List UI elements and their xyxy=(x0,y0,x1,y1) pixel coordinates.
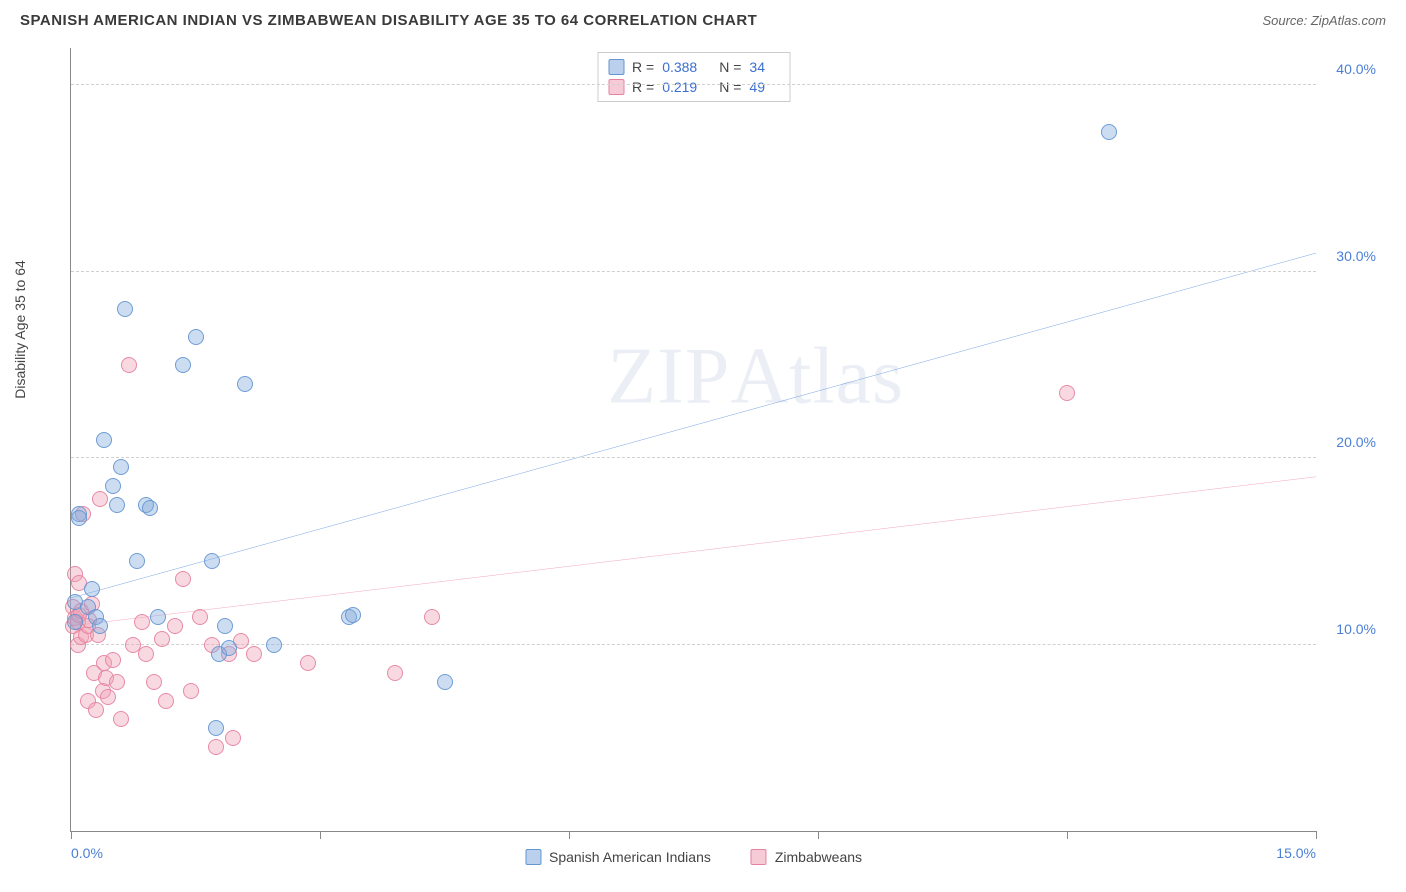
scatter-point-blue xyxy=(237,376,253,392)
scatter-point-blue xyxy=(105,478,121,494)
gridline xyxy=(71,271,1316,272)
gridline xyxy=(71,644,1316,645)
swatch-blue-icon xyxy=(525,849,541,865)
x-tick xyxy=(1067,831,1068,839)
series-legend: Spanish American Indians Zimbabweans xyxy=(525,849,862,865)
scatter-point-blue xyxy=(175,357,191,373)
trend-line-blue xyxy=(71,253,1316,598)
y-tick-label: 20.0% xyxy=(1336,434,1376,450)
scatter-point-pink xyxy=(387,665,403,681)
scatter-point-blue xyxy=(92,618,108,634)
r-value-pink: 0.219 xyxy=(662,79,697,95)
scatter-point-pink xyxy=(138,646,154,662)
scatter-point-pink xyxy=(105,652,121,668)
scatter-point-blue xyxy=(71,510,87,526)
scatter-point-pink xyxy=(100,689,116,705)
r-label: R = xyxy=(632,59,654,75)
stats-row-blue: R = 0.388 N = 34 xyxy=(608,57,779,77)
x-tick-label: 15.0% xyxy=(1276,845,1316,861)
trend-line-pink xyxy=(71,477,1316,626)
x-tick-label: 0.0% xyxy=(71,845,103,861)
scatter-point-pink xyxy=(1059,385,1075,401)
scatter-point-blue xyxy=(266,637,282,653)
scatter-point-pink xyxy=(225,730,241,746)
scatter-point-pink xyxy=(300,655,316,671)
gridline xyxy=(71,457,1316,458)
x-tick xyxy=(818,831,819,839)
scatter-point-blue xyxy=(204,553,220,569)
scatter-point-blue xyxy=(67,614,83,630)
swatch-pink-icon xyxy=(751,849,767,865)
y-tick-label: 40.0% xyxy=(1336,61,1376,77)
stats-legend: R = 0.388 N = 34 R = 0.219 N = 49 xyxy=(597,52,790,102)
r-label: R = xyxy=(632,79,654,95)
scatter-point-blue xyxy=(129,553,145,569)
scatter-point-pink xyxy=(109,674,125,690)
scatter-point-pink xyxy=(183,683,199,699)
scatter-point-blue xyxy=(84,581,100,597)
x-tick xyxy=(569,831,570,839)
scatter-point-blue xyxy=(345,607,361,623)
y-tick-label: 10.0% xyxy=(1336,621,1376,637)
r-value-blue: 0.388 xyxy=(662,59,697,75)
n-label: N = xyxy=(719,59,741,75)
scatter-point-blue xyxy=(150,609,166,625)
scatter-point-blue xyxy=(109,497,125,513)
x-tick xyxy=(1316,831,1317,839)
scatter-point-blue xyxy=(117,301,133,317)
scatter-point-pink xyxy=(208,739,224,755)
scatter-point-blue xyxy=(217,618,233,634)
scatter-point-blue xyxy=(113,459,129,475)
legend-item-pink: Zimbabweans xyxy=(751,849,862,865)
scatter-point-pink xyxy=(158,693,174,709)
scatter-point-pink xyxy=(192,609,208,625)
legend-label-pink: Zimbabweans xyxy=(775,849,862,865)
stats-row-pink: R = 0.219 N = 49 xyxy=(608,77,779,97)
scatter-point-pink xyxy=(175,571,191,587)
y-tick-label: 30.0% xyxy=(1336,248,1376,264)
scatter-point-pink xyxy=(92,491,108,507)
x-tick xyxy=(320,831,321,839)
scatter-point-pink xyxy=(167,618,183,634)
swatch-pink-icon xyxy=(608,79,624,95)
plot-area: ZIPAtlas R = 0.388 N = 34 R = 0.219 N = … xyxy=(70,48,1316,832)
scatter-point-blue xyxy=(142,500,158,516)
scatter-point-blue xyxy=(221,640,237,656)
n-value-blue: 34 xyxy=(749,59,765,75)
legend-item-blue: Spanish American Indians xyxy=(525,849,711,865)
legend-label-blue: Spanish American Indians xyxy=(549,849,711,865)
scatter-point-pink xyxy=(424,609,440,625)
scatter-point-pink xyxy=(88,702,104,718)
x-tick xyxy=(71,831,72,839)
scatter-point-pink xyxy=(113,711,129,727)
watermark: ZIPAtlas xyxy=(607,331,904,422)
scatter-point-pink xyxy=(134,614,150,630)
n-label: N = xyxy=(719,79,741,95)
scatter-point-blue xyxy=(1101,124,1117,140)
scatter-point-pink xyxy=(146,674,162,690)
swatch-blue-icon xyxy=(608,59,624,75)
source-attribution: Source: ZipAtlas.com xyxy=(1262,13,1386,28)
scatter-point-pink xyxy=(121,357,137,373)
scatter-point-blue xyxy=(208,720,224,736)
y-axis-label: Disability Age 35 to 64 xyxy=(12,260,28,399)
chart-title: SPANISH AMERICAN INDIAN VS ZIMBABWEAN DI… xyxy=(20,12,757,29)
scatter-point-blue xyxy=(437,674,453,690)
n-value-pink: 49 xyxy=(749,79,765,95)
gridline xyxy=(71,84,1316,85)
scatter-point-blue xyxy=(96,432,112,448)
trend-lines xyxy=(71,48,1316,831)
chart-container: Disability Age 35 to 64 ZIPAtlas R = 0.3… xyxy=(50,48,1386,872)
scatter-point-pink xyxy=(246,646,262,662)
scatter-point-pink xyxy=(154,631,170,647)
scatter-point-blue xyxy=(188,329,204,345)
